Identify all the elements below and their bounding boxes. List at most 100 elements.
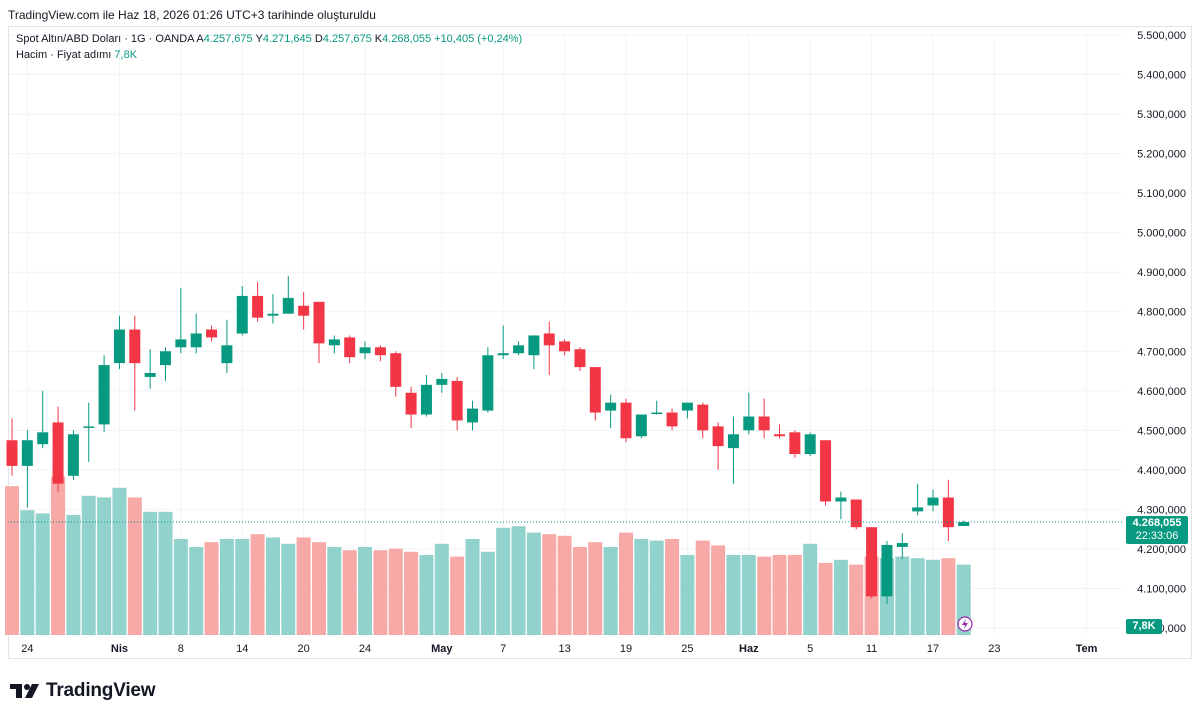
volume-bar (358, 547, 373, 635)
high-value: 4.271,645 (262, 33, 312, 45)
candle-body (620, 402, 632, 439)
candle-body (743, 416, 755, 431)
volume-bar (265, 537, 280, 635)
volume-value: 7,8K (114, 49, 138, 61)
candle-body (313, 301, 325, 344)
volume-bar (572, 547, 587, 635)
volume-bar (97, 497, 112, 635)
candle-body (52, 422, 64, 484)
volume-bar (35, 513, 50, 635)
volume-bar (480, 551, 495, 635)
chart-caption: TradingView.com ile Haz 18, 2026 01:26 U… (8, 8, 376, 22)
candle-body (160, 351, 171, 366)
x-tick-label: 7 (500, 643, 506, 655)
volume-bar (895, 556, 910, 635)
candle-body (635, 414, 647, 437)
price-axis: 5.500,000 5.400,000 5.300,000 5.200,000 5.10… (1137, 30, 1186, 635)
candlesticks (6, 276, 970, 605)
candle-body (236, 295, 248, 334)
x-tick-label: 13 (558, 643, 570, 655)
high-label: Y (255, 33, 263, 45)
volume-bar (373, 550, 388, 635)
x-tick-label: 5 (807, 643, 813, 655)
candle-body (390, 353, 402, 387)
candle-body (374, 347, 386, 356)
volume-bar (204, 542, 219, 635)
volume-bar (158, 511, 173, 635)
volume-bar (342, 550, 357, 635)
candle-body (190, 333, 202, 348)
volume-bar (849, 564, 864, 635)
tradingview-logo[interactable]: TradingView (10, 680, 156, 702)
volume-bar (787, 555, 802, 635)
volume-bar (649, 540, 664, 635)
volume-tag: 7,8K (1126, 619, 1162, 634)
candle-body (467, 408, 478, 423)
volume-bar (711, 545, 726, 635)
y-tick-label: 4.500,000 (1137, 425, 1186, 437)
volume-bar (66, 515, 81, 635)
candle-body (37, 432, 49, 445)
candle-body (175, 339, 187, 348)
candle-body (436, 378, 448, 385)
y-tick-label: 5.200,000 (1137, 149, 1186, 161)
last-price-tag: 4.268,055 22:33:06 (1126, 516, 1188, 544)
volume-bar (250, 534, 265, 635)
volume-bar (680, 555, 695, 635)
candle-body (6, 440, 18, 466)
x-tick-label: 25 (681, 643, 693, 655)
volume-bar (619, 532, 633, 635)
volume-bar (81, 495, 96, 635)
low-label: D (314, 33, 323, 45)
x-tick-label: 19 (620, 643, 632, 655)
candle-body (221, 345, 233, 364)
volume-bars (5, 476, 971, 635)
candle-body (559, 341, 571, 352)
y-tick-label: 4.300,000 (1137, 504, 1186, 516)
lightning-icon[interactable] (957, 616, 973, 632)
close-value: 4.268,055 (382, 33, 432, 45)
volume-bar (235, 539, 250, 635)
candle-body (942, 497, 954, 528)
symbol-label[interactable]: Spot Altın/ABD Doları · 1G · OANDA (16, 33, 194, 45)
open-label: A (196, 33, 204, 45)
volume-label[interactable]: Hacim · Fiyat adımı (16, 49, 112, 61)
volume-bar (910, 558, 925, 635)
candle-body (774, 434, 785, 437)
last-price-value: 4.268,055 (1132, 517, 1182, 529)
volume-bar (772, 555, 787, 635)
volume-bar (296, 537, 311, 635)
candle-body (267, 313, 279, 316)
candle-body (405, 392, 417, 415)
y-tick-label: 4.800,000 (1137, 307, 1186, 319)
y-tick-label: 4.400,000 (1137, 465, 1186, 477)
candle-body (896, 543, 908, 547)
candle-body (282, 297, 294, 314)
x-tick-label: Haz (739, 643, 759, 655)
x-tick-label: 8 (178, 643, 184, 655)
candle-body (681, 402, 693, 411)
low-value: 4.257,675 (322, 33, 372, 45)
y-tick-label: 5.500,000 (1137, 30, 1186, 42)
candle-body (206, 329, 218, 338)
tradingview-icon (10, 684, 39, 698)
volume-bar (511, 526, 526, 635)
candle-body (820, 440, 832, 502)
volume-bar (726, 555, 741, 635)
volume-bar (926, 559, 940, 635)
candle-body (67, 434, 79, 476)
y-tick-label: 5.400,000 (1137, 70, 1186, 82)
candle-body (651, 412, 663, 415)
candle-body (574, 349, 586, 368)
candle-body (789, 432, 801, 455)
candle-body (697, 404, 709, 431)
volume-bar (665, 539, 680, 635)
x-tick-label: 17 (927, 643, 939, 655)
change-value: +10,405 (+0,24%) (434, 33, 523, 45)
candle-body (528, 335, 540, 356)
volume-bar (634, 539, 649, 635)
candle-body (804, 434, 816, 455)
candle-body (912, 507, 924, 512)
volume-bar (757, 556, 772, 635)
